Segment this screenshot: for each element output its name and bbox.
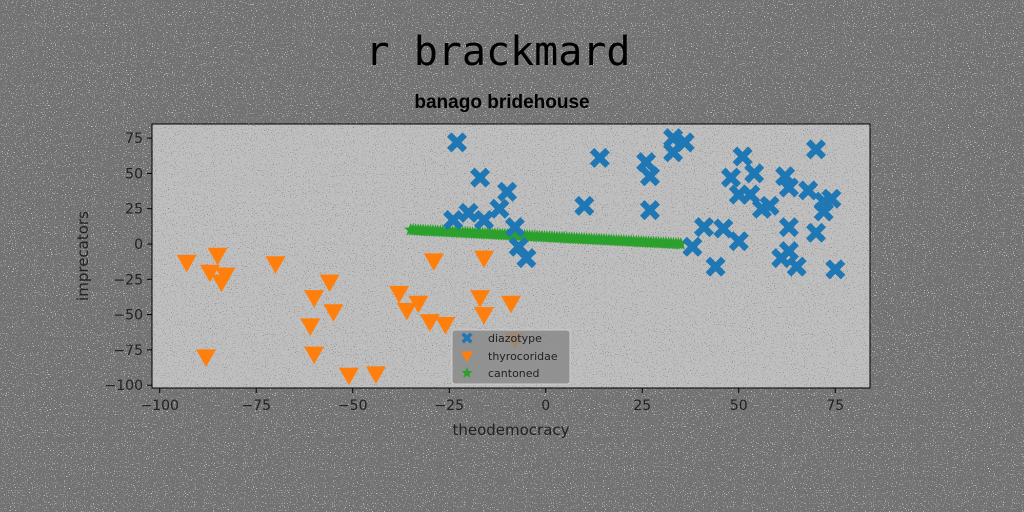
- diazotype-point: [470, 167, 491, 188]
- diazotype-point: [640, 200, 660, 221]
- thyrocoridae-point: [304, 346, 325, 365]
- legend-label-cantoned: cantoned: [488, 367, 540, 380]
- legend: diazotype thyrocoridae cantoned: [451, 329, 571, 385]
- thyrocoridae-point: [323, 304, 344, 322]
- diazotype-point: [786, 256, 807, 277]
- legend-marker-thyrocoridae: [461, 351, 473, 362]
- diazotype-point: [694, 217, 714, 238]
- y-tick-label: −100: [105, 378, 143, 394]
- plot-area: [151, 123, 871, 389]
- thyrocoridae-point: [196, 349, 216, 367]
- x-tick-label: −25: [434, 398, 464, 414]
- thyrocoridae-point: [365, 366, 386, 384]
- y-tick-label: 75: [125, 131, 143, 147]
- diazotype-point: [798, 180, 819, 201]
- diazotype-point: [713, 218, 734, 239]
- x-tick-label: −100: [140, 398, 178, 414]
- legend-marker-cantoned: [461, 367, 473, 378]
- y-tick-label: 25: [125, 202, 143, 218]
- diazotype-point: [447, 132, 467, 153]
- diazotype-point: [821, 188, 842, 209]
- diazotype-point: [574, 195, 595, 216]
- diazotype-point: [516, 248, 537, 269]
- diazotype-point: [458, 202, 479, 223]
- thyrocoridae-point: [215, 267, 236, 286]
- thyrocoridae-point: [265, 256, 286, 274]
- diazotype-point: [806, 139, 826, 160]
- y-tick-label: 0: [134, 237, 143, 253]
- diazotype-point: [489, 198, 510, 219]
- diazotype-point: [778, 217, 799, 238]
- diazotype-point: [778, 177, 799, 198]
- thyrocoridae-point: [435, 317, 456, 335]
- x-axis: −100 −75 −50 −25 0 25 50 75: [140, 388, 844, 414]
- diazotype-point: [740, 184, 761, 205]
- diazotype-point: [640, 166, 660, 187]
- x-tick-label: 25: [633, 398, 651, 414]
- thyrocoridae-point: [319, 274, 340, 293]
- legend-label-thyrocoridae: thyrocoridae: [488, 350, 558, 363]
- thyrocoridae-point: [419, 314, 440, 332]
- legend-marker-diazotype: [461, 332, 473, 344]
- plot-frame: [151, 123, 871, 389]
- cantoned-point: [674, 237, 688, 250]
- x-tick-label: −50: [338, 398, 368, 414]
- legend-box: [451, 329, 571, 385]
- diazotype-point: [813, 201, 834, 222]
- y-tick-label: −50: [113, 308, 143, 324]
- thyrocoridae-point: [474, 250, 494, 269]
- diazotype-point: [705, 256, 726, 277]
- y-tick-label: −25: [113, 272, 143, 288]
- diazotype-point: [732, 146, 753, 167]
- thyrocoridae-point: [207, 247, 228, 266]
- y-tick-label: −75: [113, 343, 143, 359]
- diazotype-point: [744, 163, 765, 184]
- y-axis: −100 −75 −50 −25 0 25 50 75: [105, 131, 152, 394]
- thyrocoridae-point: [396, 302, 417, 321]
- diazotype-point: [497, 181, 518, 202]
- x-tick-label: 0: [541, 398, 550, 414]
- thyrocoridae-point: [300, 318, 321, 336]
- thyrocoridae-point: [408, 295, 429, 314]
- diazotype-point: [728, 231, 749, 252]
- x-tick-label: −75: [241, 398, 271, 414]
- thyrocoridae-point: [470, 290, 491, 308]
- data-marks: [176, 128, 846, 386]
- diazotype-point: [674, 132, 695, 153]
- x-tick-label: 50: [730, 398, 748, 414]
- thyrocoridae-point: [474, 307, 494, 325]
- thyrocoridae-point: [338, 367, 359, 386]
- diazotype-point: [504, 217, 525, 238]
- diazotype-point: [806, 222, 826, 243]
- diazotype-point: [721, 167, 741, 188]
- x-axis-label: theodemocracy: [452, 421, 569, 439]
- thyrocoridae-point: [199, 264, 220, 283]
- chart-suptitle: r brackmard: [366, 29, 631, 75]
- thyrocoridae-point: [389, 285, 410, 304]
- thyrocoridae-point: [176, 254, 197, 273]
- y-tick-label: 50: [125, 166, 143, 182]
- y-axis-label: imprecators: [74, 211, 92, 301]
- diazotype-point: [443, 210, 464, 230]
- thyrocoridae-point: [423, 253, 444, 271]
- diazotype-point: [825, 259, 846, 280]
- thyrocoridae-point: [304, 290, 325, 308]
- chart-title: banago bridehouse: [414, 92, 589, 113]
- thyrocoridae-point: [501, 295, 521, 314]
- diazotype-point: [589, 147, 610, 168]
- diazotype-point: [636, 152, 657, 173]
- diazotype-point: [682, 236, 703, 257]
- x-tick-label: 75: [826, 398, 844, 414]
- diazotype-point: [759, 195, 780, 216]
- diazotype-point: [474, 210, 494, 230]
- legend-label-diazotype: diazotype: [488, 332, 542, 345]
- diazotype-point: [778, 241, 799, 262]
